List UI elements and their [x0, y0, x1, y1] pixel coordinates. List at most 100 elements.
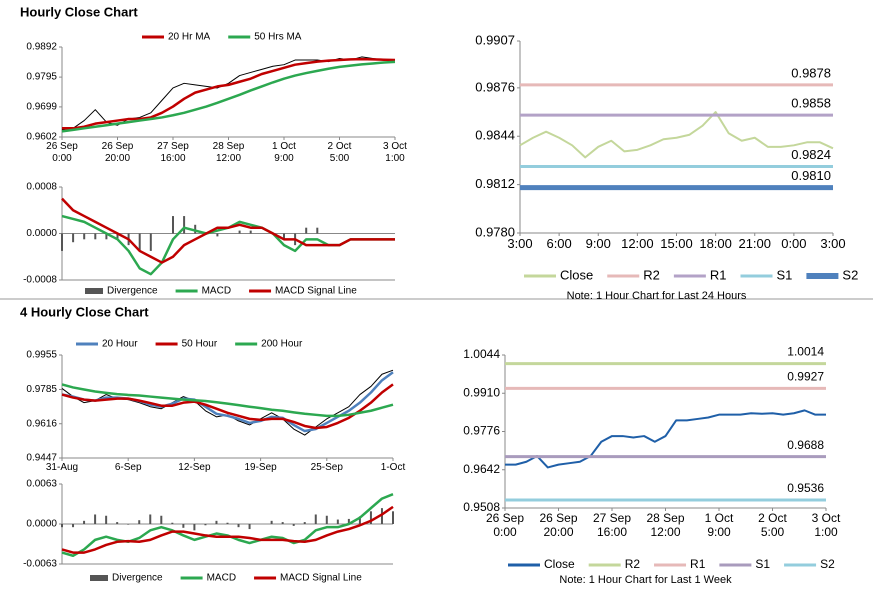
x-tick-label: 2 Oct 5:00	[327, 141, 352, 164]
legend-label: S1	[755, 557, 770, 571]
y-tick-label: 0.0000	[26, 228, 57, 239]
x-tick-label: 28 Sep 12:00	[212, 141, 245, 164]
legend-label: R2	[625, 557, 641, 571]
legend-label: MACD Signal Line	[275, 286, 357, 297]
y-tick-label: 0.9785	[26, 384, 57, 395]
x-tick-label: 1 Oct 9:00	[272, 141, 296, 164]
y-tick-label: 0.9844	[475, 128, 515, 143]
legend-label: MACD Signal Line	[280, 573, 362, 584]
x-tick-label: 3 Oct 1:00	[811, 511, 841, 539]
x-tick-label: 26 Sep 20:00	[101, 141, 134, 164]
y-tick-label: 0.9892	[26, 42, 57, 53]
series-line	[61, 383, 394, 430]
y-tick-label: 0.9699	[26, 102, 57, 113]
legend-label: Close	[560, 267, 593, 282]
y-tick-label: 0.0063	[26, 479, 57, 490]
legend-label: MACD	[202, 286, 231, 297]
x-tick-label: 26 Sep 0:00	[46, 141, 78, 164]
series-line	[61, 383, 394, 418]
note: Note: 1 Hour Chart for Last 24 Hours	[567, 290, 747, 302]
level-label: 1.0014	[787, 345, 824, 359]
x-tick-label: 6-Sep	[114, 462, 142, 473]
x-tick-label: 6:00	[546, 236, 572, 251]
legend-label: S2	[820, 557, 835, 571]
level-label: 0.9858	[791, 96, 831, 111]
y-tick-label: 0.9776	[463, 424, 500, 438]
x-tick-label: 1 Oct 9:00	[704, 511, 734, 539]
y-tick-label: 0.9955	[26, 350, 57, 361]
y-tick-label: 0.9795	[26, 72, 57, 83]
y-tick-label: 0.9508	[463, 500, 500, 514]
series-line	[61, 214, 395, 276]
series-line	[505, 409, 826, 469]
x-tick-label: 25-Sep	[310, 462, 343, 473]
y-tick-label: 0.9876	[475, 79, 515, 94]
x-tick-label: 27 Sep 16:00	[157, 141, 189, 164]
series-line	[62, 57, 396, 130]
x-tick-label: 26 Sep 0:00	[485, 511, 525, 539]
legend-label: S1	[777, 267, 793, 282]
x-tick-label: 9:00	[585, 236, 611, 251]
x-tick-label: 27 Sep 16:00	[592, 511, 632, 539]
y-tick-label: 0.9910	[463, 385, 500, 399]
y-tick-label: 0.0000	[26, 519, 57, 530]
level-label: 0.9824	[791, 147, 831, 162]
x-tick-label: 15:00	[660, 236, 693, 251]
y-tick-label: 0.9642	[463, 462, 500, 476]
legend-label: 20 Hour	[102, 339, 138, 350]
series-line	[61, 505, 394, 554]
level-label: 0.9688	[787, 438, 824, 452]
legend-label: R1	[690, 557, 706, 571]
series-line	[61, 60, 396, 133]
series-line	[61, 197, 395, 264]
legend-label: 50 Hour	[182, 339, 218, 350]
y-tick-label: 0.9602	[26, 132, 57, 143]
x-tick-label: 28 Sep 12:00	[646, 511, 685, 539]
x-tick-label: 2 Oct 5:00	[758, 511, 787, 539]
note: Note: 1 Hour Chart for Last 1 Week	[559, 574, 732, 586]
legend-label: 50 Hrs MA	[254, 32, 302, 43]
y-tick-label: 0.9616	[26, 418, 57, 429]
level-label: 0.9810	[791, 168, 831, 183]
x-tick-label: 12-Sep	[178, 462, 211, 473]
section-title: 4 Hourly Close Chart	[20, 304, 149, 319]
x-tick-label: 3 Oct 1:00	[383, 141, 407, 164]
y-tick-label: 1.0044	[463, 347, 500, 361]
x-tick-label: 19-Sep	[244, 462, 277, 473]
legend-swatch	[85, 288, 103, 294]
y-tick-label: -0.0063	[23, 559, 57, 570]
series-line	[61, 371, 394, 433]
y-tick-label: 0.9447	[26, 453, 57, 464]
legend-swatch	[90, 575, 108, 581]
legend-label: 200 Hour	[261, 339, 303, 350]
legend-label: S2	[842, 267, 858, 282]
y-tick-label: 0.9907	[475, 32, 515, 47]
series-line	[519, 111, 834, 159]
price-line	[61, 56, 395, 131]
level-label: 0.9536	[787, 481, 824, 495]
legend-label: Divergence	[112, 573, 163, 584]
x-tick-label: 12:00	[621, 236, 654, 251]
x-tick-label: 1-Oct	[380, 462, 406, 473]
legend-label: Divergence	[107, 286, 158, 297]
x-tick-label: 18:00	[699, 236, 732, 251]
legend-label: 20 Hr MA	[168, 32, 211, 43]
y-tick-label: 0.9780	[475, 224, 515, 239]
legend-label: Close	[544, 557, 575, 571]
legend-label: MACD	[207, 573, 236, 584]
legend-label: R2	[643, 267, 660, 282]
x-tick-label: 26 Sep 20:00	[539, 511, 578, 539]
series-line	[61, 492, 394, 557]
y-tick-label: -0.0008	[23, 275, 57, 286]
y-tick-label: 0.9812	[475, 176, 515, 191]
level-label: 0.9927	[787, 370, 824, 384]
x-tick-label: 3:00	[507, 236, 533, 251]
x-tick-label: 21:00	[738, 236, 772, 251]
level-label: 0.9878	[791, 65, 831, 80]
legend-label: R1	[710, 267, 727, 282]
x-tick-label: 31-Aug	[45, 462, 79, 473]
section-title: Hourly Close Chart	[20, 4, 138, 19]
x-tick-label: 3:00	[820, 236, 846, 251]
